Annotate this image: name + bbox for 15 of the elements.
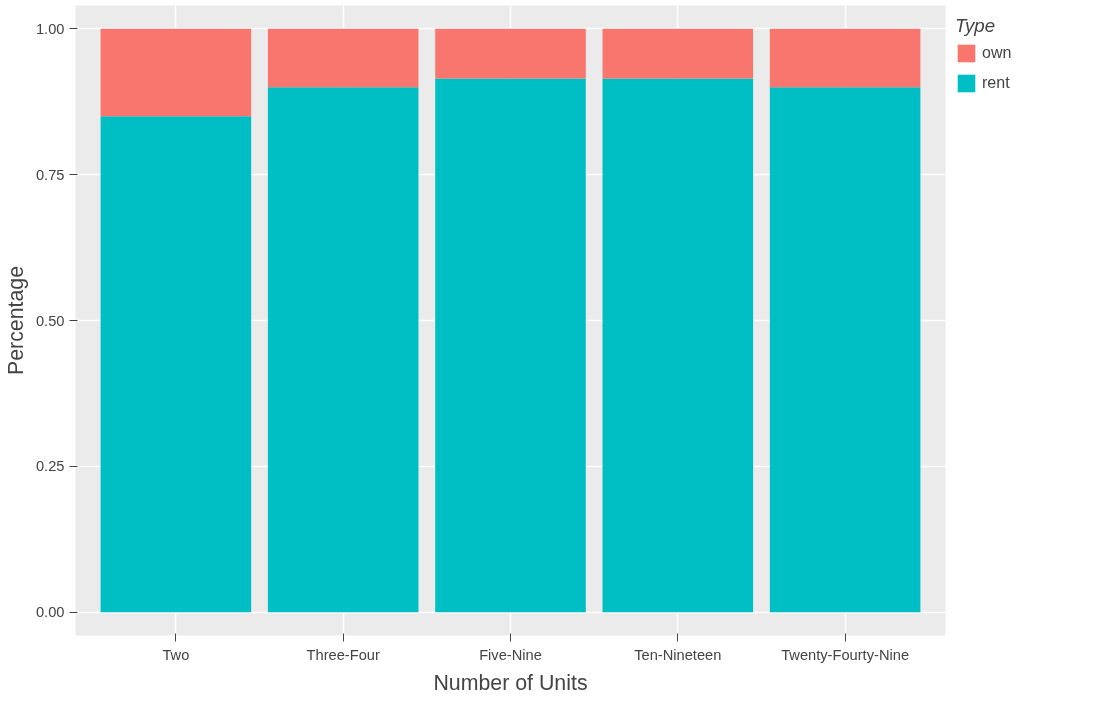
legend-label: rent <box>982 74 1010 92</box>
y-tick-label: 0.75 <box>35 166 65 183</box>
y-tick-label: 0.00 <box>35 604 65 621</box>
x-tick-label: Five-Nine <box>479 646 542 663</box>
y-axis-title: Percentage <box>3 265 28 376</box>
x-tick-label: Twenty-Fourty-Nine <box>781 646 910 663</box>
y-tick-label: 1.00 <box>35 20 65 37</box>
x-tick-label: Two <box>162 646 190 663</box>
x-tick-label: Ten-Nineteen <box>634 646 722 663</box>
y-tick-label: 0.50 <box>35 312 65 329</box>
y-tick-label: 0.25 <box>35 458 65 475</box>
legend-title: Type <box>955 15 997 37</box>
x-tick-label: Three-Four <box>306 646 380 663</box>
x-axis-title: Number of Units <box>433 670 588 695</box>
legend-label: own <box>982 44 1012 62</box>
